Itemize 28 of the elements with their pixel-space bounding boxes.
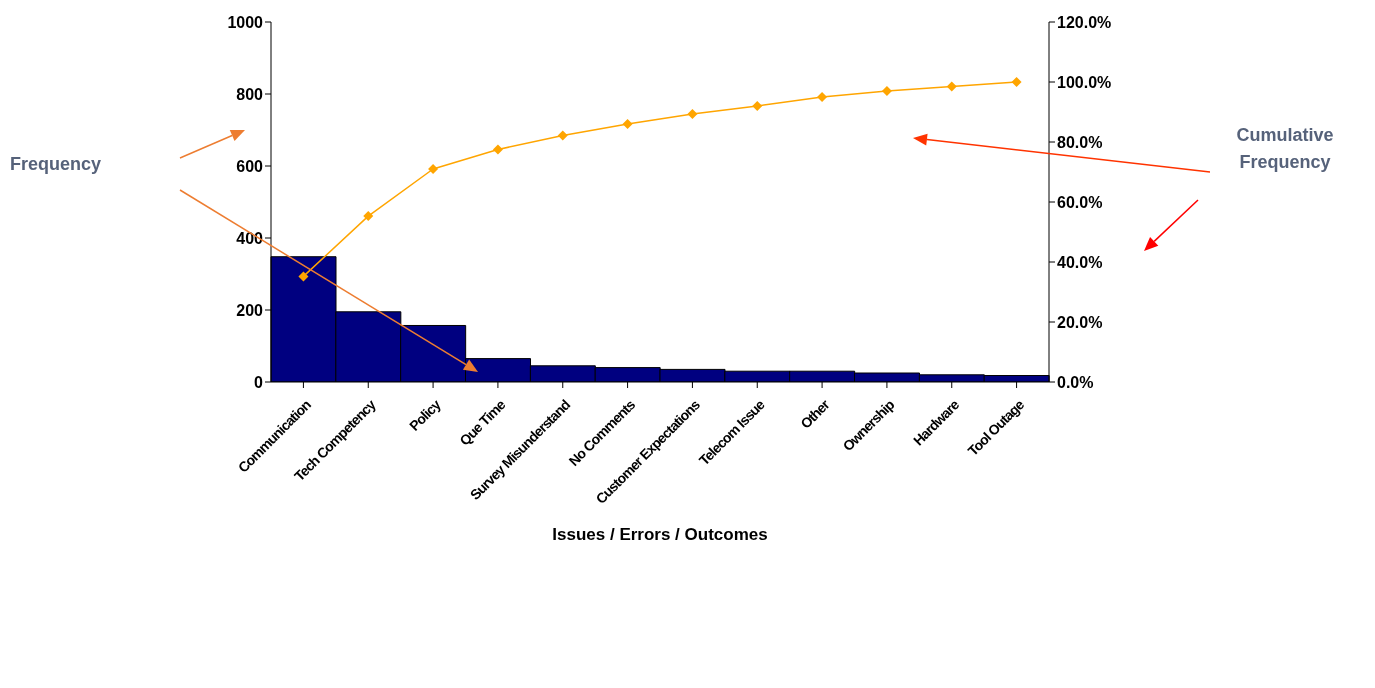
- point: [428, 164, 439, 174]
- point: [492, 144, 503, 155]
- y-tick-label: 400: [236, 229, 264, 247]
- point: [881, 86, 892, 96]
- y2-tick-label: 100.0%: [1057, 73, 1112, 91]
- text: Frequency: [10, 154, 102, 175]
- point: [622, 119, 633, 129]
- text: Cumulative Frequency: [1235, 124, 1335, 174]
- y2-tick-label: 0.0%: [1057, 373, 1094, 391]
- point: [687, 109, 698, 120]
- y2-tick-label: 40.0%: [1057, 253, 1103, 271]
- y2-tick-label: 80.0%: [1057, 133, 1103, 151]
- y2-tick-label: 60.0%: [1057, 193, 1103, 211]
- point: [817, 92, 828, 102]
- point: [1011, 77, 1022, 87]
- y-tick-label: 1000: [227, 13, 264, 31]
- point: [946, 81, 957, 92]
- y2-tick-label: 20.0%: [1057, 313, 1103, 331]
- y-tick-label: 800: [236, 85, 264, 103]
- y-tick-label: 0: [254, 373, 264, 391]
- point: [557, 130, 568, 141]
- point: [363, 211, 374, 222]
- y-tick-label: 600: [236, 157, 264, 175]
- x-axis-title: Issues / Errors / Outcomes: [552, 525, 768, 544]
- point: [752, 101, 763, 111]
- y-tick-label: 200: [236, 301, 264, 319]
- y2-tick-label: 120.0%: [1057, 13, 1112, 31]
- point: [298, 271, 309, 282]
